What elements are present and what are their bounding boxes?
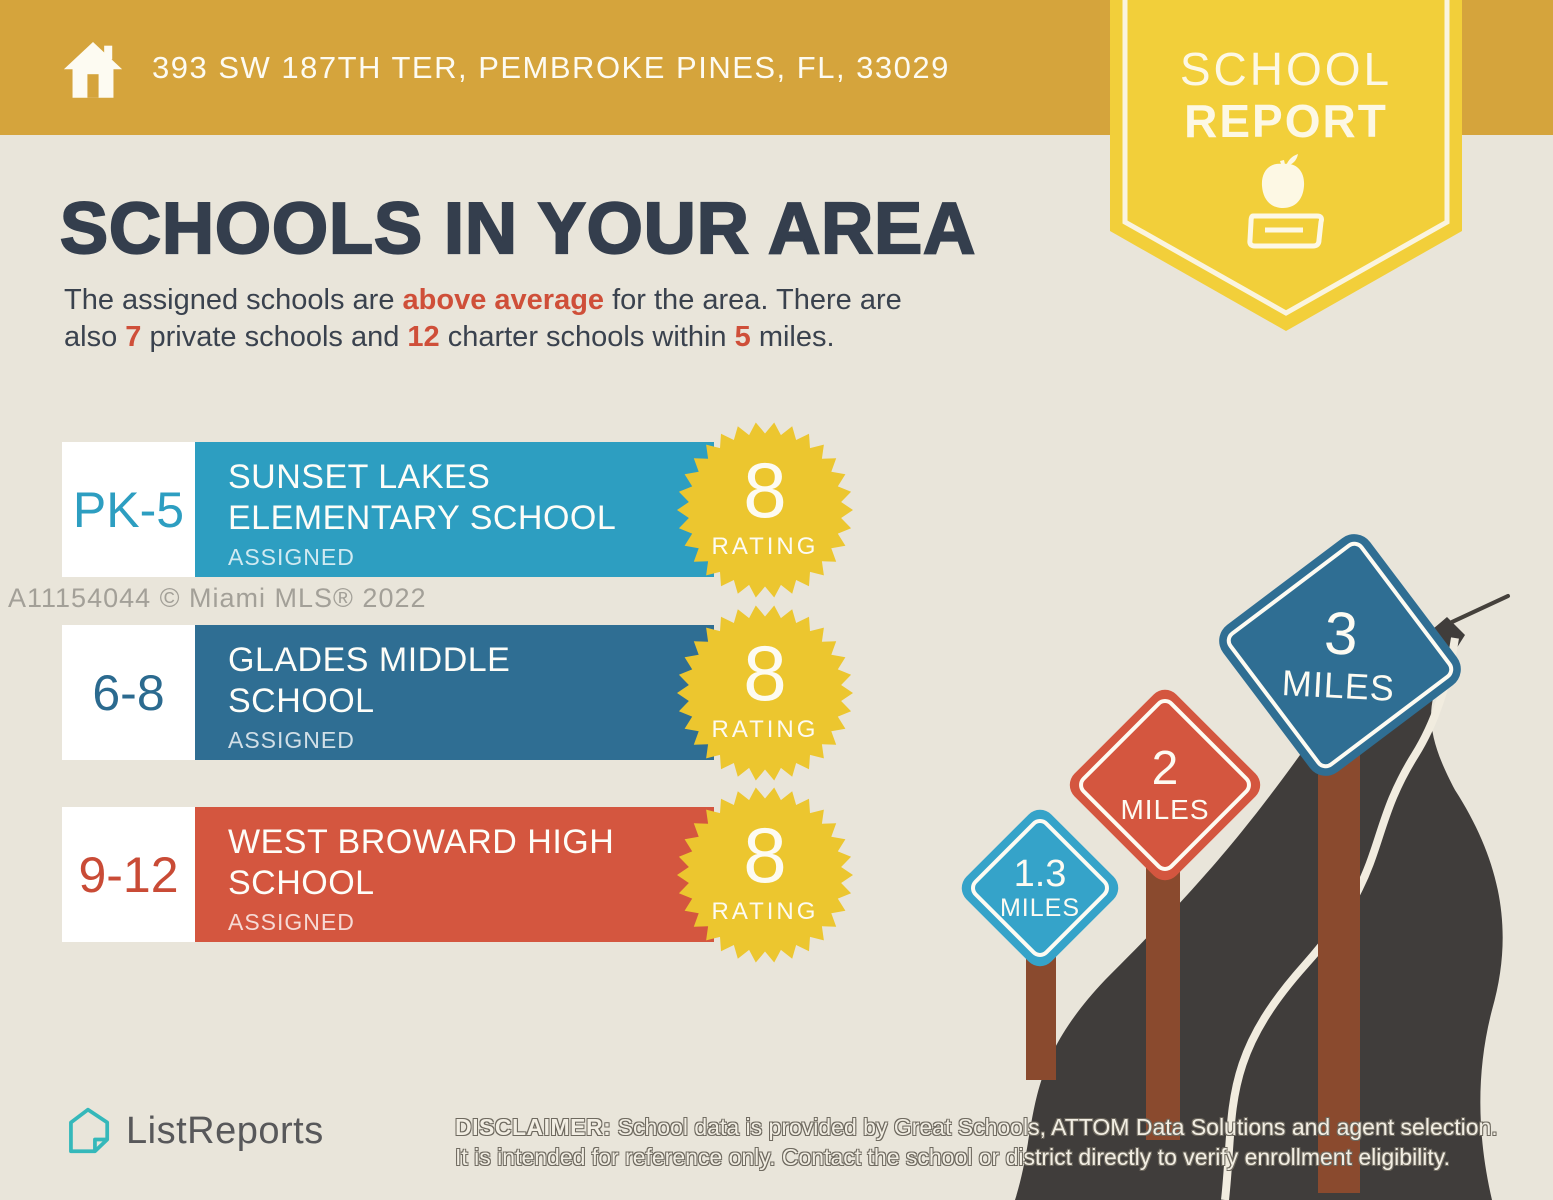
radius-miles: 5 xyxy=(734,321,751,353)
school-bar: SUNSET LAKES ELEMENTARY SCHOOL ASSIGNED xyxy=(195,442,714,577)
intro-text: private schools and xyxy=(141,321,408,353)
disclaimer-body: School data is provided by Great Schools… xyxy=(455,1114,1498,1170)
charter-schools-count: 12 xyxy=(407,321,440,353)
disclaimer-label: DISCLAIMER: xyxy=(455,1114,612,1140)
grade-range: 9-12 xyxy=(78,846,179,903)
intro-text: charter schools within xyxy=(439,321,735,353)
rating-value: 8 xyxy=(743,811,787,899)
rating-label: RATING xyxy=(711,716,819,743)
school-name-line2: SCHOOL xyxy=(228,682,375,720)
rating-label: RATING xyxy=(711,533,819,560)
ribbon-title-line2: REPORT xyxy=(1184,95,1388,147)
apple-on-book-icon xyxy=(1247,154,1324,249)
road-surface xyxy=(1015,617,1503,1200)
rating-label: RATING xyxy=(711,898,819,925)
rating-value: 8 xyxy=(743,629,787,717)
sign-distance-value: 2 xyxy=(1151,742,1179,795)
sign-label: 2 MILES xyxy=(1093,713,1237,857)
school-name-line1: GLADES MIDDLE xyxy=(228,641,511,679)
school-name-line2: ELEMENTARY SCHOOL xyxy=(228,499,617,537)
grade-range: 6-8 xyxy=(92,664,165,721)
sign-distance-unit: MILES xyxy=(1280,662,1396,709)
road-center-line xyxy=(1221,637,1459,1200)
intro-text: also xyxy=(64,321,126,353)
sign-post-2 xyxy=(1146,855,1180,1140)
rating-badge: 8 RATING xyxy=(677,787,853,963)
school-bar: WEST BROWARD HIGH SCHOOL ASSIGNED xyxy=(195,807,714,942)
brand-name: ListReports xyxy=(126,1109,324,1152)
ribbon-title-line1: SCHOOL xyxy=(1179,43,1393,95)
intro-text: The assigned schools are xyxy=(64,284,403,316)
intro-paragraph-line1: The assigned schools are above average f… xyxy=(64,282,1084,319)
property-address: 393 SW 187TH TER, PEMBROKE PINES, FL, 33… xyxy=(152,49,950,85)
rating-badge: 8 RATING xyxy=(677,422,853,598)
school-row-high: 9-12 WEST BROWARD HIGH SCHOOL ASSIGNED 8… xyxy=(62,787,962,963)
sign-label: 3 MILES xyxy=(1243,558,1436,751)
page-title: SCHOOLS IN YOUR AREA xyxy=(59,188,977,270)
sign-label: 1.3 MILES xyxy=(980,828,1100,948)
sign-distance-unit: MILES xyxy=(999,893,1081,922)
school-bar: GLADES MIDDLE SCHOOL ASSIGNED xyxy=(195,625,714,760)
rating-badge-text: 8 RATING xyxy=(677,787,853,963)
intro-paragraph: The assigned schools are above average f… xyxy=(64,282,1084,356)
assigned-label: ASSIGNED xyxy=(228,544,355,570)
grade-range: PK-5 xyxy=(72,481,185,538)
school-report-ribbon: SCHOOL REPORT xyxy=(1110,0,1462,332)
school-row-elementary: PK-5 SUNSET LAKES ELEMENTARY SCHOOL ASSI… xyxy=(62,422,962,598)
sign-distance-value: 1.3 xyxy=(1013,852,1067,895)
assigned-label: ASSIGNED xyxy=(228,909,355,935)
intro-text: miles. xyxy=(750,321,835,353)
sign-post-3 xyxy=(1318,745,1360,1193)
mls-watermark: A11154044 © Miami MLS® 2022 xyxy=(8,583,427,613)
road-horizon-line xyxy=(1450,594,1510,624)
home-icon xyxy=(63,41,123,98)
sign-distance-unit: MILES xyxy=(1120,794,1210,825)
private-schools-count: 7 xyxy=(125,321,142,353)
rating-badge: 8 RATING xyxy=(677,605,853,781)
school-row-middle: 6-8 GLADES MIDDLE SCHOOL ASSIGNED 8 RATI… xyxy=(62,605,962,781)
rating-value: 8 xyxy=(743,446,787,534)
school-name-line1: SUNSET LAKES xyxy=(228,458,491,496)
above-average-accent: above average xyxy=(402,284,605,316)
rating-badge-text: 8 RATING xyxy=(677,422,853,598)
listreports-logo: ListReports xyxy=(64,1106,324,1156)
school-name-line2: SCHOOL xyxy=(228,864,375,902)
listreports-house-icon xyxy=(69,1107,110,1154)
sign-distance-value: 3 xyxy=(1322,599,1360,668)
disclaimer-text: DISCLAIMER: School data is provided by G… xyxy=(455,1112,1500,1172)
intro-text: for the area. There are xyxy=(604,284,902,316)
school-name-line1: WEST BROWARD HIGH xyxy=(228,823,615,861)
rating-badge-text: 8 RATING xyxy=(677,605,853,781)
distance-sign-2-miles: 2 MILES xyxy=(1063,683,1267,887)
assigned-label: ASSIGNED xyxy=(228,727,355,753)
grade-range-box: PK-5 xyxy=(62,442,195,577)
grade-range-box: 6-8 xyxy=(62,625,195,760)
intro-paragraph-line2: also 7 private schools and 12 charter sc… xyxy=(64,319,1084,356)
grade-range-box: 9-12 xyxy=(62,807,195,942)
